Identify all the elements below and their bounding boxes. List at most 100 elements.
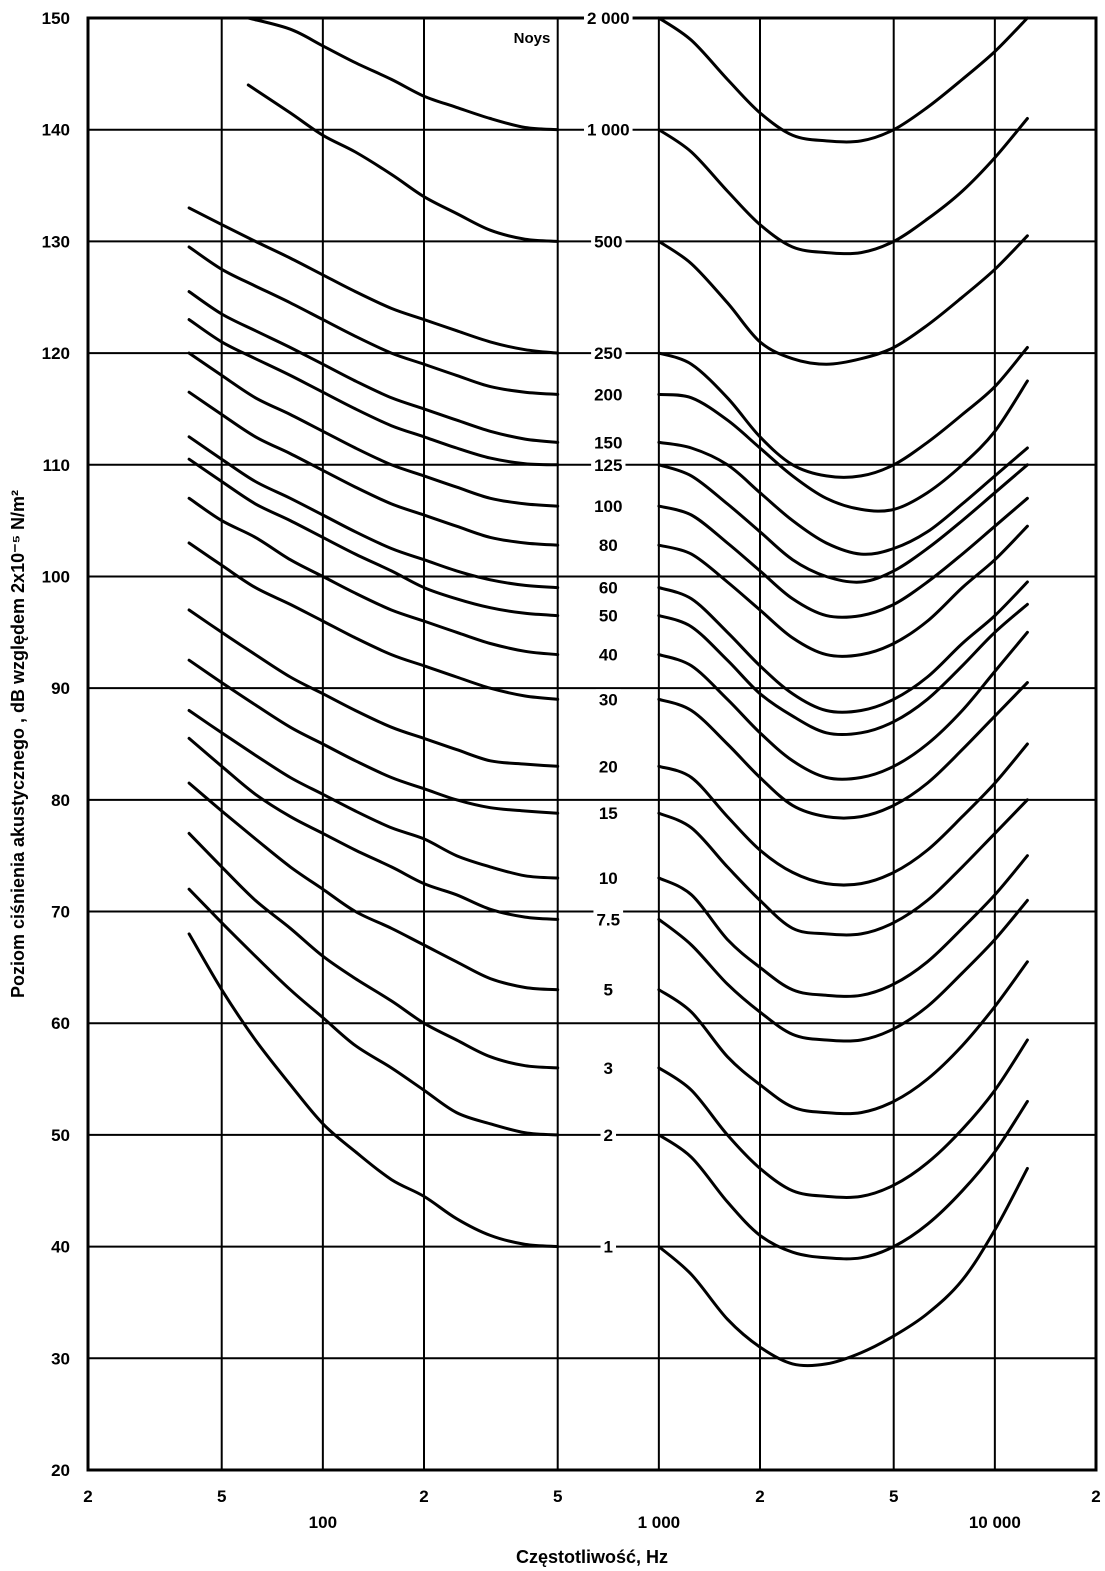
curve-labels-layer: 1 2 3 5 7.5 10 15 20 30 40 50 60 80 100 125 150 200 250 50… — [584, 8, 633, 1258]
x-tick-label-5000: 5 — [889, 1487, 898, 1506]
curve-80-low — [187, 390, 560, 547]
curve-label-bg-60 — [595, 577, 621, 599]
curve-5-low — [187, 781, 560, 992]
curve-1-high — [657, 1166, 1029, 1368]
curve-label-bg-1 — [600, 1236, 617, 1258]
curve-10-low — [187, 709, 560, 880]
curve-60-high — [657, 580, 1029, 714]
curve-label-7-5: 7.5 — [596, 910, 620, 929]
y-tick-label-70: 70 — [51, 903, 70, 922]
curve-label-200: 200 — [594, 385, 622, 404]
curve-label-bg-500 — [591, 231, 626, 253]
curves-layer — [187, 16, 1029, 1368]
curve-label-250: 250 — [594, 344, 622, 363]
curve-1000-high — [657, 117, 1029, 256]
curve-label-1000: 1 000 — [587, 121, 630, 140]
curve-label-bg-250 — [591, 343, 626, 365]
curve-30-high — [657, 681, 1029, 820]
curve-label-2: 2 — [604, 1126, 613, 1145]
curve-100-high — [657, 496, 1029, 619]
y-tick-label-50: 50 — [51, 1126, 70, 1145]
curve-30-low — [187, 541, 560, 701]
curve-label-bg-10 — [595, 868, 621, 890]
curve-200-low — [187, 245, 560, 396]
curve-7-5-high — [657, 898, 1029, 1043]
curve-label-bg-200 — [591, 384, 626, 406]
curve-50-high — [657, 602, 1029, 737]
y-tick-label-100: 100 — [42, 567, 70, 586]
curve-7-5-low — [187, 736, 560, 921]
curve-label-bg-2 — [600, 1124, 617, 1146]
curve-2-high — [657, 1099, 1029, 1261]
curve-label-40: 40 — [599, 646, 618, 665]
curve-2-low — [187, 887, 560, 1137]
curve-label-20: 20 — [599, 757, 618, 776]
y-tick-label-40: 40 — [51, 1238, 70, 1257]
curve-20-low — [187, 608, 560, 768]
curve-10-high — [657, 854, 1029, 998]
x-tick-label-100: 100 — [309, 1513, 337, 1532]
x-tick-label-200: 2 — [419, 1487, 428, 1506]
curve-200-high — [657, 379, 1029, 513]
curve-label-50: 50 — [599, 607, 618, 626]
curve-125-high — [657, 463, 1029, 584]
curve-label-bg-30 — [595, 689, 621, 711]
curve-label-30: 30 — [599, 690, 618, 709]
y-tick-label-60: 60 — [51, 1014, 70, 1033]
curve-label-bg-7-5 — [593, 909, 624, 931]
x-tick-label-20: 2 — [83, 1487, 92, 1506]
x-tick-label-500: 5 — [553, 1487, 562, 1506]
x-tick-label-2000: 2 — [755, 1487, 764, 1506]
curve-label-bg-15 — [595, 803, 621, 825]
curve-1-low — [187, 932, 560, 1249]
curve-label-bg-20 — [595, 756, 621, 778]
curve-250-low — [187, 206, 560, 355]
curve-label-150: 150 — [594, 433, 622, 452]
curve-label-100: 100 — [594, 497, 622, 516]
y-tick-labels: 20 30 40 50 60 70 80 90 100 110 120 130 140 150 — [42, 9, 70, 1480]
y-tick-label-130: 130 — [42, 232, 70, 251]
curve-label-bg-80 — [595, 535, 621, 557]
curve-3-high — [657, 1038, 1029, 1199]
curve-3-low — [187, 831, 560, 1070]
x-tick-label-1000: 1 000 — [638, 1513, 681, 1532]
curve-80-high — [657, 524, 1029, 658]
y-tick-label-20: 20 — [51, 1461, 70, 1480]
curve-label-500: 500 — [594, 232, 622, 251]
y-tick-label-90: 90 — [51, 679, 70, 698]
curve-60-low — [187, 435, 560, 590]
y-tick-label-140: 140 — [42, 121, 70, 140]
x-tick-label-10000: 10 000 — [969, 1513, 1021, 1532]
curve-label-bg-5 — [600, 979, 617, 1001]
curve-label-2000: 2 000 — [587, 9, 630, 28]
curve-500-high — [657, 234, 1029, 366]
y-axis-title: Poziom ciśnienia akustycznego , dB wzglę… — [8, 490, 28, 998]
curve-5-high — [657, 960, 1029, 1116]
curve-label-15: 15 — [599, 804, 618, 823]
x-axis-title: Częstotliwość, Hz — [516, 1547, 668, 1567]
curve-label-10: 10 — [599, 869, 618, 888]
curve-label-60: 60 — [599, 579, 618, 598]
y-tick-label-80: 80 — [51, 791, 70, 810]
curve-label-bg-2000 — [584, 8, 633, 29]
curve-label-125: 125 — [594, 456, 622, 475]
curve-150-low — [187, 290, 560, 444]
y-tick-label-110: 110 — [43, 456, 70, 475]
curve-15-high — [657, 798, 1029, 937]
curve-2000-high — [657, 16, 1029, 144]
curve-40-low — [187, 496, 560, 657]
noys-unit-label: Noys — [514, 30, 551, 47]
curve-40-high — [657, 630, 1029, 781]
curve-125-low — [187, 318, 560, 467]
curve-label-80: 80 — [599, 536, 618, 555]
curve-label-bg-150 — [591, 432, 626, 454]
x-tick-label-20000: 2 — [1091, 1487, 1100, 1506]
curve-label-bg-125 — [591, 454, 626, 476]
curve-label-3: 3 — [604, 1059, 613, 1078]
curve-1000-low — [246, 16, 560, 132]
x-tick-labels: 2 5 100 2 5 1 000 2 5 10 000 2 — [83, 1487, 1100, 1532]
curve-label-bg-3 — [600, 1057, 617, 1079]
curve-label-5: 5 — [604, 981, 613, 1000]
curve-150-high — [657, 440, 1029, 556]
